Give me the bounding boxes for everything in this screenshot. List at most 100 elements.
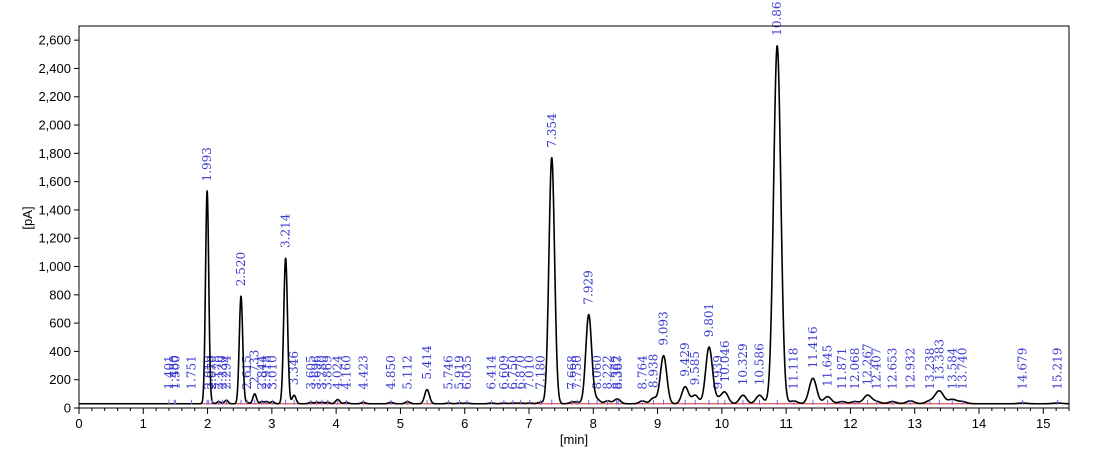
peak-label: 1.500 [168, 355, 182, 389]
chromatogram-trace [78, 45, 1070, 405]
x-tick-label: 10 [715, 416, 729, 431]
x-tick-label: 12 [843, 416, 857, 431]
x-tick-label: 2 [204, 416, 211, 431]
peak-label: 7.929 [582, 270, 596, 304]
y-tick-label: 1,200 [38, 231, 71, 246]
peak-label: 2.019 [202, 355, 216, 389]
axes: 0 200 400 600 800 1,000 1,200 1,400 1,600 1,800 2,… [38, 25, 1070, 431]
peak-label: 2.170 [212, 355, 226, 389]
x-tick-label: 6 [461, 416, 468, 431]
peak-label: 10.329 [736, 343, 750, 385]
y-tick-label: 800 [49, 287, 71, 302]
peak-label: 6.609 [497, 355, 511, 389]
peak-label: 14.679 [1016, 348, 1030, 390]
peak-label: 7.010 [523, 355, 537, 389]
peak-label: 10.586 [752, 343, 766, 385]
peak-label: 2.733 [248, 350, 262, 384]
peak-label: 3.214 [279, 213, 293, 248]
y-tick-label: 600 [49, 316, 71, 331]
peak-label: 9.585 [688, 351, 702, 385]
x-tick-label: 15 [1036, 416, 1050, 431]
peak-label: 3.346 [287, 351, 301, 385]
peak-label: 12.653 [885, 348, 899, 390]
peak-label: 6.035 [460, 355, 474, 389]
y-tick-label: 1,000 [38, 259, 71, 274]
peak-label: 11.645 [821, 345, 835, 387]
x-tick-label: 13 [907, 416, 921, 431]
peak-label: 8.938 [647, 354, 661, 388]
peak-label: 5.414 [420, 345, 434, 380]
peak-label: 10.046 [718, 340, 732, 382]
plot-frame [78, 25, 1070, 409]
y-tick-label: 1,800 [38, 146, 71, 161]
peak-label: 4.024 [331, 355, 345, 390]
x-tick-label: 1 [140, 416, 147, 431]
peak-label: 6.414 [484, 355, 498, 390]
peak-label: 1.993 [200, 147, 214, 181]
peak-label: 2.520 [234, 252, 248, 286]
peak-label: 8.387 [611, 355, 625, 389]
x-tick-label: 9 [654, 416, 661, 431]
y-axis-title: [pA] [20, 206, 35, 229]
peak-label: 2.070 [205, 355, 219, 389]
peak-label: 8.222 [601, 355, 615, 389]
y-tick-label: 0 [64, 401, 71, 416]
peak-label: 12.932 [903, 348, 917, 390]
peak-label: 11.871 [835, 348, 849, 390]
peak-label: 3.010 [266, 355, 280, 389]
peak-label: 2.230 [215, 355, 229, 389]
peak-label: 3.696 [310, 355, 324, 389]
y-tick-label: 2,400 [38, 61, 71, 76]
peak-label: 3.869 [321, 355, 335, 389]
peak-label: 3.780 [315, 355, 329, 389]
peak-label: 13.740 [955, 348, 969, 390]
peak-label: 10.861 [770, 0, 784, 36]
peak-label: 2.294 [220, 355, 234, 390]
peak-label: 1.480 [167, 355, 181, 389]
peak-label: 12.407 [870, 348, 884, 390]
y-tick-label: 2,000 [38, 118, 71, 133]
y-tick-label: 400 [49, 344, 71, 359]
peak-label: 5.919 [453, 355, 467, 389]
x-tick-label: 7 [525, 416, 532, 431]
peak-label: 4.160 [339, 355, 353, 389]
peak-label: 2.918 [260, 355, 274, 389]
peak-label: 8.362 [610, 355, 624, 389]
peak-label: 6.870 [514, 355, 528, 389]
x-tick-label: 3 [268, 416, 275, 431]
peak-label: 11.118 [787, 348, 801, 390]
peak-label: 1.751 [185, 355, 199, 389]
peak-label: 6.750 [506, 355, 520, 389]
y-tick-label: 2,200 [38, 89, 71, 104]
x-tick-label: 14 [972, 416, 986, 431]
peak-label: 13.238 [923, 348, 937, 390]
peak-label: 8.764 [635, 355, 649, 390]
peak-label: 13.584 [945, 347, 959, 389]
peak-label: 7.180 [534, 355, 548, 389]
x-tick-label: 0 [75, 416, 82, 431]
peak-label: 9.093 [656, 311, 670, 345]
peak-label: 7.750 [570, 355, 584, 389]
x-tick-label: 8 [590, 416, 597, 431]
peak-label: 15.219 [1050, 348, 1064, 390]
y-tick-label: 1,600 [38, 174, 71, 189]
y-tick-label: 1,400 [38, 202, 71, 217]
peak-label: 5.112 [401, 355, 415, 389]
peak-label: 12.267 [861, 343, 875, 385]
peak-label: 12.068 [848, 348, 862, 390]
peak-label: 3.605 [304, 355, 318, 389]
peak-label: 1.401 [162, 355, 176, 389]
y-tick-label: 2,600 [38, 33, 71, 48]
peak-label: 9.429 [678, 342, 692, 376]
peak-label: 4.850 [384, 355, 398, 389]
peak-label: 9.801 [702, 303, 716, 337]
x-tick-label: 5 [397, 416, 404, 431]
peak-markers [168, 399, 1058, 405]
x-tick-label: 4 [333, 416, 340, 431]
peak-label: 13.383 [932, 339, 946, 381]
peak-label: 11.416 [806, 326, 820, 368]
x-axis-title: [min] [560, 432, 588, 447]
peak-label: 7.668 [565, 355, 579, 389]
